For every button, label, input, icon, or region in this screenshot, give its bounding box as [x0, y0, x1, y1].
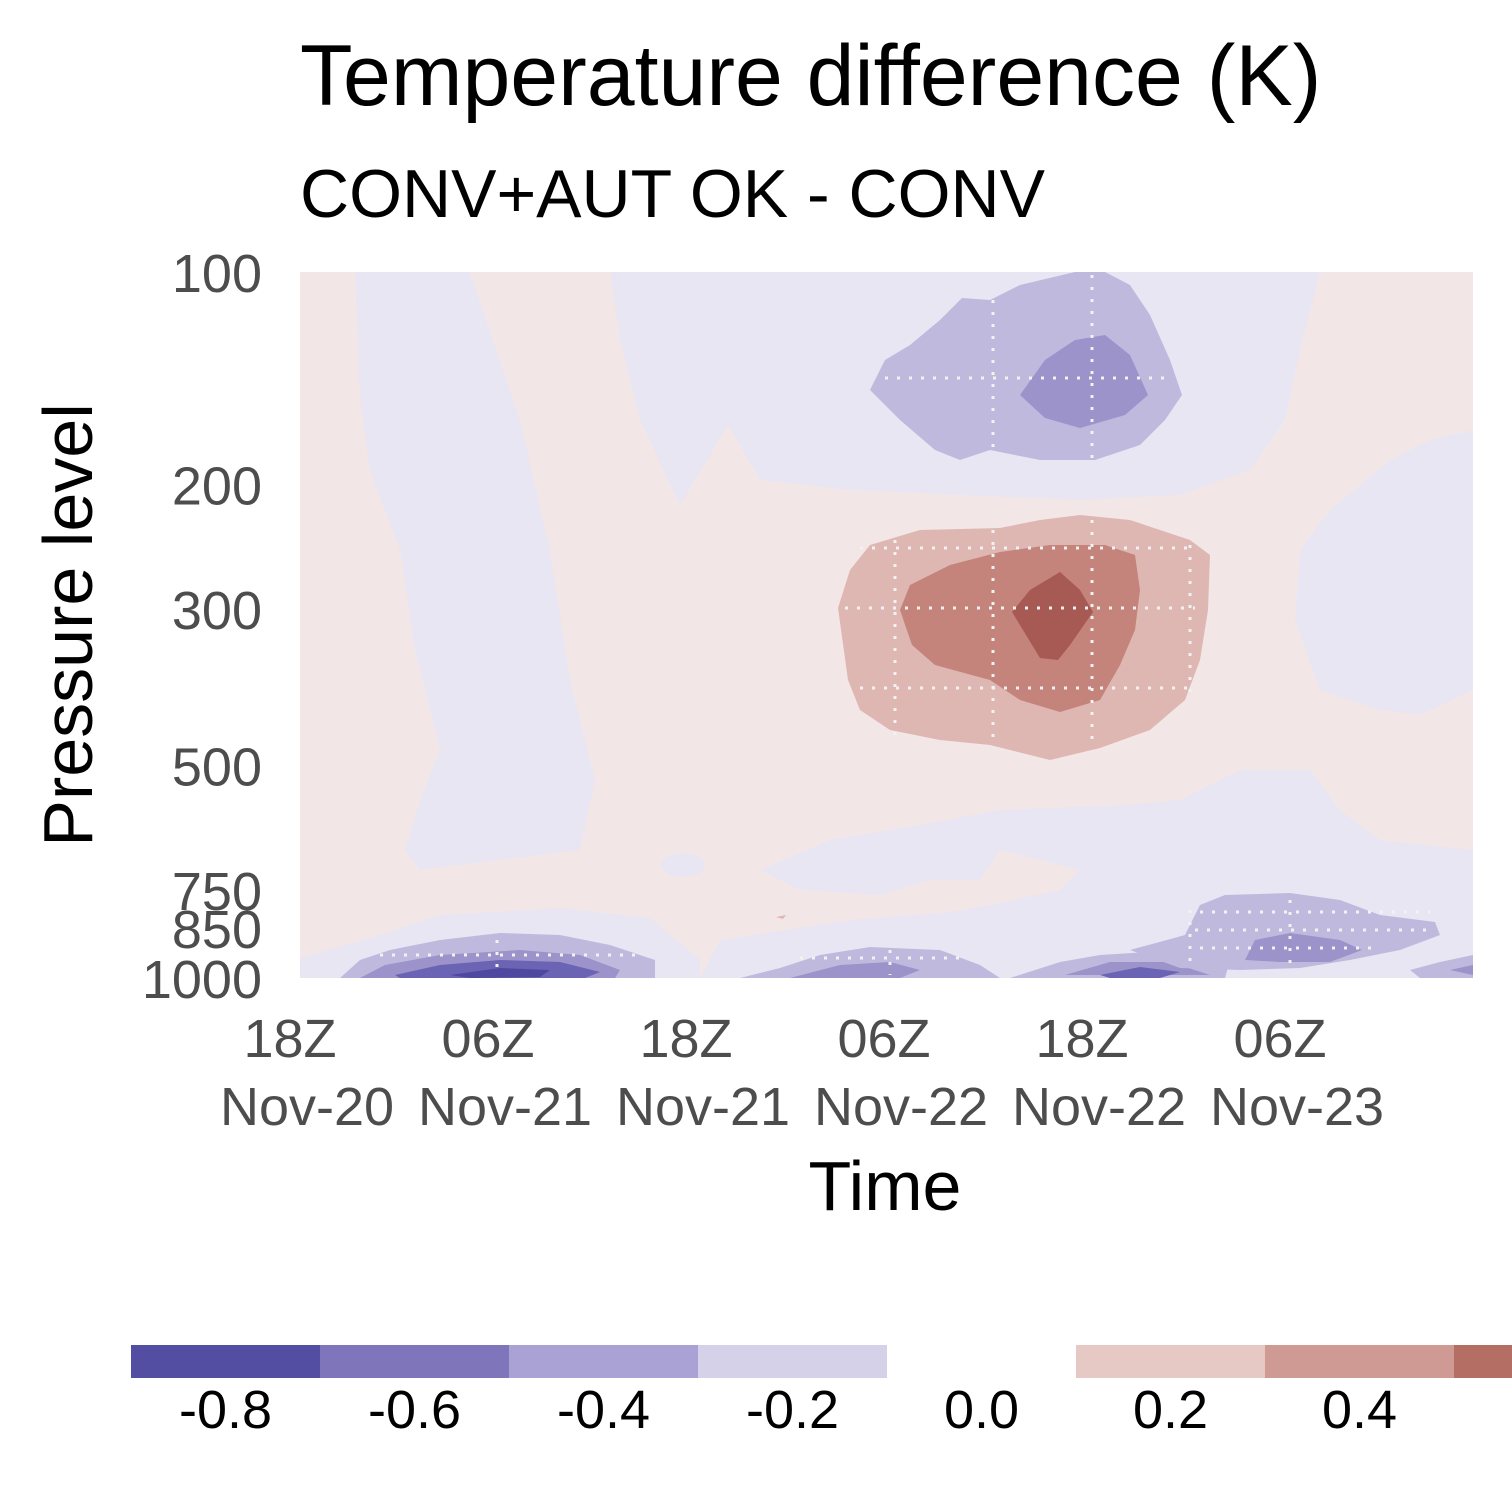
y-tick-label: 200	[172, 457, 262, 517]
negative-anomaly-lower-middle-inner	[790, 962, 920, 978]
x-tick-hour: 06Z	[1233, 1009, 1326, 1069]
positive-anomaly-spot	[776, 915, 786, 919]
chart-title: Temperature difference (K)	[300, 28, 1321, 124]
y-tick-label: 850	[172, 900, 262, 960]
faint-negative-region-upper	[355, 272, 595, 870]
x-axis: 18Z Nov-20 06Z Nov-21 18Z Nov-21 06Z Nov-22 18Z N…	[220, 1009, 1384, 1137]
colorbar-swatch	[1454, 1345, 1512, 1378]
x-tick-date: Nov-22	[1012, 1077, 1186, 1137]
y-tick-label: 750	[172, 862, 262, 922]
colorbar-swatch	[320, 1345, 509, 1378]
negative-anomaly-lower-middle-outer	[740, 947, 1000, 978]
colorbar: -0.8 -0.6 -0.4 -0.2 0.0 0.2 0.4	[131, 1345, 1512, 1440]
negative-anomaly-lower-right-edge	[1410, 955, 1473, 978]
colorbar-label: -0.4	[557, 1380, 650, 1440]
x-tick-hour: 06Z	[837, 1009, 930, 1069]
colorbar-swatch	[509, 1345, 698, 1378]
colorbar-swatch	[1076, 1345, 1265, 1378]
negative-anomaly-lower-right-inner	[1245, 933, 1362, 962]
colorbar-label: -0.2	[746, 1380, 839, 1440]
negative-anomaly-upper-inner	[1020, 335, 1148, 428]
x-tick-hour: 06Z	[441, 1009, 534, 1069]
colorbar-label: 0.2	[1133, 1380, 1208, 1440]
x-tick-hour: 18Z	[243, 1009, 336, 1069]
y-tick-label: 100	[172, 244, 262, 304]
x-tick-date: Nov-22	[814, 1077, 988, 1137]
colorbar-label: 0.4	[1322, 1380, 1397, 1440]
y-axis-title: Pressure level	[29, 403, 107, 847]
colorbar-label: 0.0	[944, 1380, 1019, 1440]
colorbar-swatch	[698, 1345, 887, 1378]
negative-anomaly-lower-left-core	[450, 968, 550, 978]
positive-anomaly-middle	[900, 545, 1140, 712]
colorbar-label: -0.8	[179, 1380, 272, 1440]
chart-subtitle: CONV+AUT OK - CONV	[300, 156, 1046, 232]
colorbar-swatch	[131, 1345, 320, 1378]
colorbar-label: -0.6	[368, 1380, 461, 1440]
colorbar-swatch	[1265, 1345, 1454, 1378]
negative-anomaly-lower-middle-right-core	[1100, 967, 1180, 978]
y-tick-label: 1000	[142, 950, 262, 1010]
plot-area	[300, 272, 1473, 978]
x-tick-hour: 18Z	[639, 1009, 732, 1069]
x-axis-title: Time	[809, 1147, 962, 1225]
x-tick-date: Nov-21	[418, 1077, 592, 1137]
negative-anomaly-lower-right-outer	[1130, 893, 1440, 970]
faint-negative-region-right	[1295, 430, 1473, 715]
x-tick-hour: 18Z	[1035, 1009, 1128, 1069]
y-tick-label: 300	[172, 581, 262, 641]
positive-anomaly-inner	[1012, 572, 1093, 660]
x-tick-date: Nov-23	[1210, 1077, 1384, 1137]
faint-negative-spot	[661, 853, 705, 877]
colorbar-swatch	[887, 1345, 1076, 1378]
y-tick-label: 500	[172, 737, 262, 797]
negative-anomaly-lower-right-edge-inner	[1450, 965, 1473, 975]
x-tick-date: Nov-21	[616, 1077, 790, 1137]
significance-stippling	[380, 275, 1430, 975]
x-tick-date: Nov-20	[220, 1077, 394, 1137]
